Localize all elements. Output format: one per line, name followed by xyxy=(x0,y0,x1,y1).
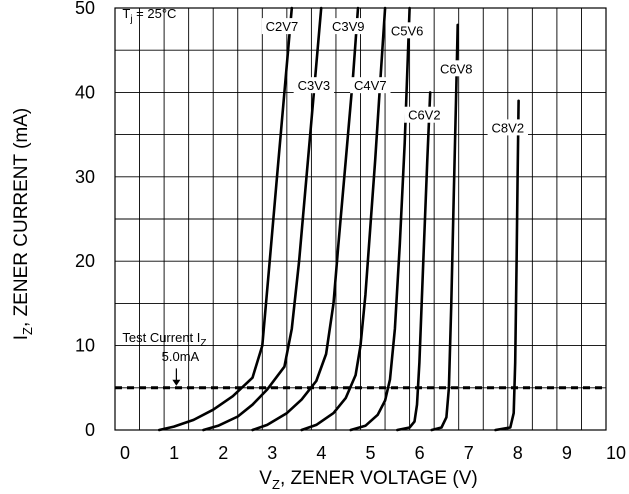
curve-c4v7 xyxy=(300,6,387,432)
curve-label-c8v2: C8V2 xyxy=(492,120,525,135)
x-tick-label: 8 xyxy=(513,443,523,463)
curve-label-c6v2: C6V2 xyxy=(408,108,441,123)
y-tick-label: 30 xyxy=(75,167,95,187)
curve-label-c2v7: C2V7 xyxy=(266,19,299,34)
test-current-arrowhead xyxy=(172,379,181,386)
x-tick-label: 4 xyxy=(316,443,326,463)
curve-label-c4v7: C4V7 xyxy=(354,78,387,93)
y-tick-label: 0 xyxy=(85,420,95,440)
curve-label-c6v8: C6V8 xyxy=(440,61,473,76)
plot-frame xyxy=(114,7,607,431)
x-tick-label: 10 xyxy=(606,443,626,463)
curves xyxy=(157,6,520,432)
curve-c5v6 xyxy=(349,6,411,432)
curve-label-background xyxy=(328,18,369,35)
x-tick-labels: 0 1 2 3 4 5 6 7 8 9 10 xyxy=(120,443,626,463)
x-tick-label: 0 xyxy=(120,443,130,463)
y-tick-label: 50 xyxy=(75,0,95,18)
curve-labels: C2V7 C3V3 C3V9 C4V7 C5V6 C6V2 C6V8 C8V2 xyxy=(261,18,528,136)
x-tick-label: 2 xyxy=(218,443,228,463)
curve-c2v7 xyxy=(157,6,294,432)
x-tick-label: 9 xyxy=(562,443,572,463)
curve-c8v2 xyxy=(494,99,520,432)
curve-label-background xyxy=(404,106,445,123)
curve-c6v2 xyxy=(396,91,432,432)
curve-label-background xyxy=(293,77,335,94)
y-tick-labels: 0 10 20 30 40 50 xyxy=(75,0,95,440)
test-current-annotation: Test Current IZ xyxy=(122,330,206,349)
curve-label-c3v9: C3V9 xyxy=(332,19,365,34)
curve-label-c3v3: C3V3 xyxy=(298,78,331,93)
temperature-annotation: Tj = 25°C xyxy=(122,6,176,25)
test-current-value-annotation: 5.0mA xyxy=(162,349,200,364)
x-tick-label: 3 xyxy=(267,443,277,463)
x-tick-label: 5 xyxy=(365,443,375,463)
curve-c3v9 xyxy=(251,6,360,432)
y-tick-label: 10 xyxy=(75,336,95,356)
x-tick-label: 7 xyxy=(464,443,474,463)
x-tick-label: 1 xyxy=(169,443,179,463)
curve-c3v3 xyxy=(202,6,323,432)
curve-label-background xyxy=(436,60,477,77)
y-tick-label: 20 xyxy=(75,251,95,271)
y-axis-label: IZ, ZENER CURRENT (mA) xyxy=(11,108,35,340)
grid xyxy=(115,8,606,430)
curve-label-c5v6: C5V6 xyxy=(391,23,424,38)
curve-c6v8 xyxy=(430,23,459,432)
y-tick-label: 40 xyxy=(75,82,95,102)
curve-label-background xyxy=(487,119,528,136)
x-tick-label: 6 xyxy=(415,443,425,463)
curve-label-background xyxy=(261,18,303,35)
curve-label-background xyxy=(350,77,391,94)
x-axis-label: VZ, ZENER VOLTAGE (V) xyxy=(259,468,477,492)
curve-label-background xyxy=(386,22,428,39)
